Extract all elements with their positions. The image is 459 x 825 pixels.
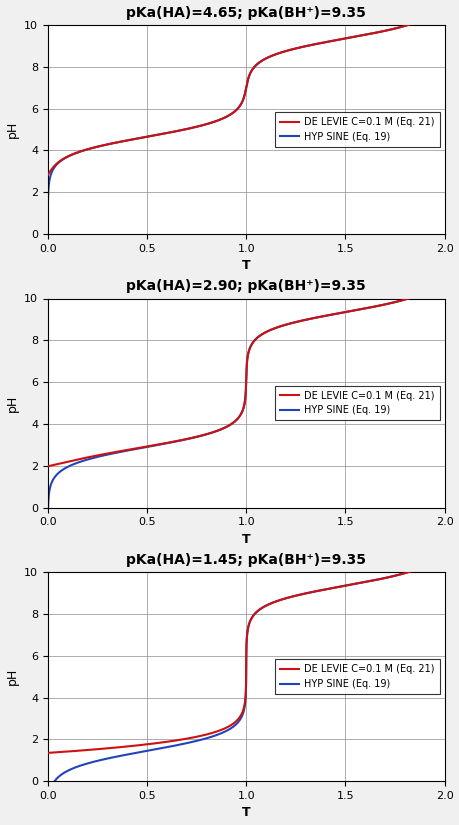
Line: HYP SINE (Eq. 19): HYP SINE (Eq. 19) (48, 0, 445, 233)
DE LEVIE C=0.1 M (Eq. 21) (436, 3, 442, 13)
X-axis label: T: T (242, 533, 251, 546)
DE LEVIE C=0.1 M (Eq. 21) (45, 748, 51, 758)
HYP SINE (Eq. 19) (272, 50, 278, 59)
HYP SINE (Eq. 19) (434, 5, 439, 15)
DE LEVIE C=0.1 M (Eq. 21) (434, 279, 440, 289)
DE LEVIE C=0.1 M (Eq. 21) (146, 739, 152, 749)
Line: DE LEVIE C=0.1 M (Eq. 21): DE LEVIE C=0.1 M (Eq. 21) (48, 0, 445, 175)
HYP SINE (Eq. 19) (434, 552, 439, 562)
DE LEVIE C=0.1 M (Eq. 21) (45, 169, 51, 179)
HYP SINE (Eq. 19) (74, 761, 80, 771)
X-axis label: T: T (242, 807, 251, 819)
HYP SINE (Eq. 19) (252, 336, 257, 346)
DE LEVIE C=0.1 M (Eq. 21) (244, 634, 250, 644)
DE LEVIE C=0.1 M (Eq. 21) (312, 40, 317, 50)
HYP SINE (Eq. 19) (46, 488, 52, 498)
DE LEVIE C=0.1 M (Eq. 21) (269, 598, 274, 608)
HYP SINE (Eq. 19) (442, 494, 448, 504)
HYP SINE (Eq. 19) (406, 294, 412, 304)
HYP SINE (Eq. 19) (52, 776, 57, 786)
Line: DE LEVIE C=0.1 M (Eq. 21): DE LEVIE C=0.1 M (Eq. 21) (48, 548, 445, 753)
DE LEVIE C=0.1 M (Eq. 21) (244, 635, 249, 645)
Legend: DE LEVIE C=0.1 M (Eq. 21), HYP SINE (Eq. 19): DE LEVIE C=0.1 M (Eq. 21), HYP SINE (Eq.… (275, 659, 440, 694)
Y-axis label: pH: pH (6, 120, 18, 138)
HYP SINE (Eq. 19) (272, 323, 278, 333)
HYP SINE (Eq. 19) (442, 220, 448, 230)
DE LEVIE C=0.1 M (Eq. 21) (187, 124, 193, 134)
HYP SINE (Eq. 19) (406, 567, 412, 577)
Line: HYP SINE (Eq. 19): HYP SINE (Eq. 19) (48, 225, 445, 507)
Title: pKa(HA)=1.45; pKa(BH⁺)=9.35: pKa(HA)=1.45; pKa(BH⁺)=9.35 (126, 553, 366, 567)
HYP SINE (Eq. 19) (406, 20, 412, 30)
DE LEVIE C=0.1 M (Eq. 21) (242, 91, 247, 101)
DE LEVIE C=0.1 M (Eq. 21) (265, 326, 271, 336)
HYP SINE (Eq. 19) (45, 214, 50, 224)
DE LEVIE C=0.1 M (Eq. 21) (286, 318, 292, 328)
Legend: DE LEVIE C=0.1 M (Eq. 21), HYP SINE (Eq. 19): DE LEVIE C=0.1 M (Eq. 21), HYP SINE (Eq.… (275, 386, 440, 420)
Line: DE LEVIE C=0.1 M (Eq. 21): DE LEVIE C=0.1 M (Eq. 21) (48, 274, 445, 466)
HYP SINE (Eq. 19) (434, 278, 439, 288)
DE LEVIE C=0.1 M (Eq. 21) (441, 544, 446, 554)
HYP SINE (Eq. 19) (171, 127, 177, 137)
HYP SINE (Eq. 19) (241, 400, 247, 410)
Title: pKa(HA)=2.90; pKa(BH⁺)=9.35: pKa(HA)=2.90; pKa(BH⁺)=9.35 (126, 279, 366, 293)
DE LEVIE C=0.1 M (Eq. 21) (261, 54, 266, 64)
X-axis label: T: T (242, 259, 251, 272)
DE LEVIE C=0.1 M (Eq. 21) (442, 543, 448, 553)
Y-axis label: pH: pH (6, 668, 18, 686)
DE LEVIE C=0.1 M (Eq. 21) (442, 269, 448, 279)
Title: pKa(HA)=4.65; pKa(BH⁺)=9.35: pKa(HA)=4.65; pKa(BH⁺)=9.35 (126, 6, 366, 20)
Line: HYP SINE (Eq. 19): HYP SINE (Eq. 19) (55, 499, 445, 781)
DE LEVIE C=0.1 M (Eq. 21) (233, 416, 238, 426)
DE LEVIE C=0.1 M (Eq. 21) (243, 673, 249, 683)
DE LEVIE C=0.1 M (Eq. 21) (45, 170, 50, 180)
HYP SINE (Eq. 19) (272, 596, 278, 606)
HYP SINE (Eq. 19) (243, 674, 249, 684)
Legend: DE LEVIE C=0.1 M (Eq. 21), HYP SINE (Eq. 19): DE LEVIE C=0.1 M (Eq. 21), HYP SINE (Eq.… (275, 112, 440, 147)
HYP SINE (Eq. 19) (252, 62, 257, 72)
DE LEVIE C=0.1 M (Eq. 21) (243, 384, 249, 394)
Y-axis label: pH: pH (6, 394, 18, 412)
DE LEVIE C=0.1 M (Eq. 21) (442, 0, 448, 5)
HYP SINE (Eq. 19) (45, 502, 51, 512)
HYP SINE (Eq. 19) (252, 609, 257, 619)
DE LEVIE C=0.1 M (Eq. 21) (45, 461, 50, 471)
HYP SINE (Eq. 19) (45, 229, 50, 238)
DE LEVIE C=0.1 M (Eq. 21) (246, 347, 252, 357)
